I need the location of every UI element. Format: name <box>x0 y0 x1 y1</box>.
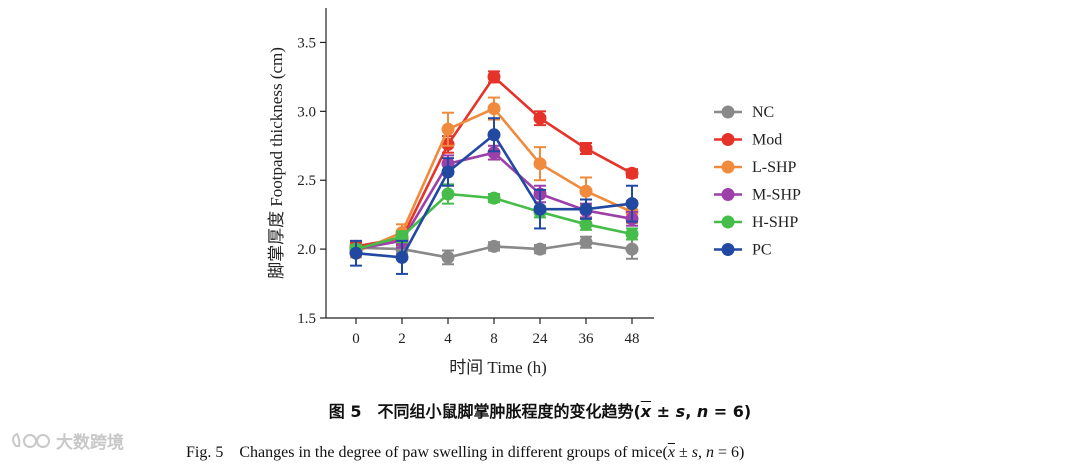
data-point <box>579 184 593 198</box>
legend-marker <box>721 105 735 119</box>
legend-item-l-shp: L-SHP <box>714 159 797 176</box>
caption-en-xbar: x <box>667 444 675 461</box>
data-point <box>579 142 593 155</box>
y-tick-label: 2.5 <box>297 173 316 189</box>
legend-item-pc: PC <box>714 242 772 259</box>
legend-label: PC <box>752 242 772 259</box>
caption-cn-xbar: x <box>640 402 652 421</box>
legend-label: Mod <box>752 132 782 149</box>
caption-en-n: n <box>705 444 714 461</box>
data-point <box>487 70 501 84</box>
data-point <box>441 187 455 201</box>
x-tick-label: 36 <box>579 331 595 347</box>
caption-cn-n-value: = 6) <box>708 402 752 421</box>
legend-item-mod: Mod <box>714 132 782 149</box>
chart-series <box>349 70 639 275</box>
y-tick-label: 3.0 <box>297 104 316 120</box>
legend-marker <box>721 243 735 256</box>
caption-en-s: s <box>691 444 698 461</box>
y-tick-label: 1.5 <box>297 311 316 327</box>
x-tick-label: 4 <box>444 331 452 347</box>
legend-label: M-SHP <box>752 187 801 204</box>
data-point <box>579 235 593 249</box>
caption-en-text: Fig. 5 Changes in the degree of paw swel… <box>186 444 668 461</box>
data-point <box>533 111 547 125</box>
y-tick-label: 2.0 <box>297 242 316 258</box>
figure-caption-cn: 图 5 不同组小鼠脚掌肿胀程度的变化趋势(x ± s, n = 6) <box>0 398 1080 422</box>
data-point <box>579 202 593 216</box>
legend-label: NC <box>752 104 774 121</box>
y-tick-label: 3.5 <box>297 35 316 51</box>
data-point <box>395 250 409 264</box>
legend-item-h-shp: H-SHP <box>714 214 798 231</box>
data-point <box>441 165 455 179</box>
x-tick-label: 48 <box>625 331 640 347</box>
legend-marker <box>721 133 735 146</box>
legend-label: L-SHP <box>752 159 797 176</box>
data-point <box>625 242 639 256</box>
legend-label: H-SHP <box>752 214 798 231</box>
caption-cn-comma: , <box>685 402 697 421</box>
data-point <box>349 246 363 260</box>
caption-cn-n: n <box>696 402 709 421</box>
chart-legend: NC Mod L-SHP M-SHP H-SHP PC <box>714 104 801 259</box>
legend-marker <box>721 188 735 201</box>
data-point <box>441 122 455 136</box>
y-axis-label: 脚掌厚度 Footpad thickness (cm) <box>267 47 286 279</box>
legend-item-nc: NC <box>714 104 774 121</box>
data-point <box>533 157 547 171</box>
watermark: 大数跨境 <box>10 428 124 453</box>
caption-cn-s: s <box>675 402 686 421</box>
data-point <box>487 191 501 205</box>
data-point <box>487 239 501 253</box>
data-point <box>487 102 501 116</box>
data-point <box>625 227 639 241</box>
legend-item-m-shp: M-SHP <box>714 187 801 204</box>
data-point <box>441 250 455 264</box>
data-point <box>579 217 593 231</box>
caption-en-pm: ± <box>674 444 692 461</box>
watermark-text: 大数跨境 <box>56 433 124 453</box>
caption-cn-text: 图 5 不同组小鼠脚掌肿胀程度的变化趋势( <box>328 402 641 421</box>
x-tick-label: 8 <box>490 331 498 347</box>
caption-en-comma: , <box>697 444 706 461</box>
data-point <box>625 166 639 180</box>
data-point <box>487 146 501 160</box>
x-tick-label: 24 <box>533 331 549 347</box>
x-tick-label: 0 <box>352 331 360 347</box>
data-point <box>625 197 639 211</box>
legend-marker <box>721 160 735 174</box>
caption-cn-pm: ± <box>651 402 676 421</box>
data-point <box>533 242 547 256</box>
data-point <box>533 202 547 216</box>
x-tick-label: 2 <box>398 331 406 347</box>
chart-panel: 1.5 2.0 2.5 3.0 3.5 0 2 4 8 24 36 48 时间 Time (h) 脚掌厚度… <box>244 0 816 380</box>
caption-en-n-value: = 6) <box>713 444 745 461</box>
legend-marker <box>721 215 735 229</box>
x-axis-label: 时间 Time (h) <box>449 358 547 377</box>
data-point <box>487 128 501 142</box>
figure-caption-en: Fig. 5 Changes in the degree of paw swel… <box>186 438 744 462</box>
watermark-logo-icon <box>12 432 50 448</box>
series-pc <box>349 117 639 275</box>
